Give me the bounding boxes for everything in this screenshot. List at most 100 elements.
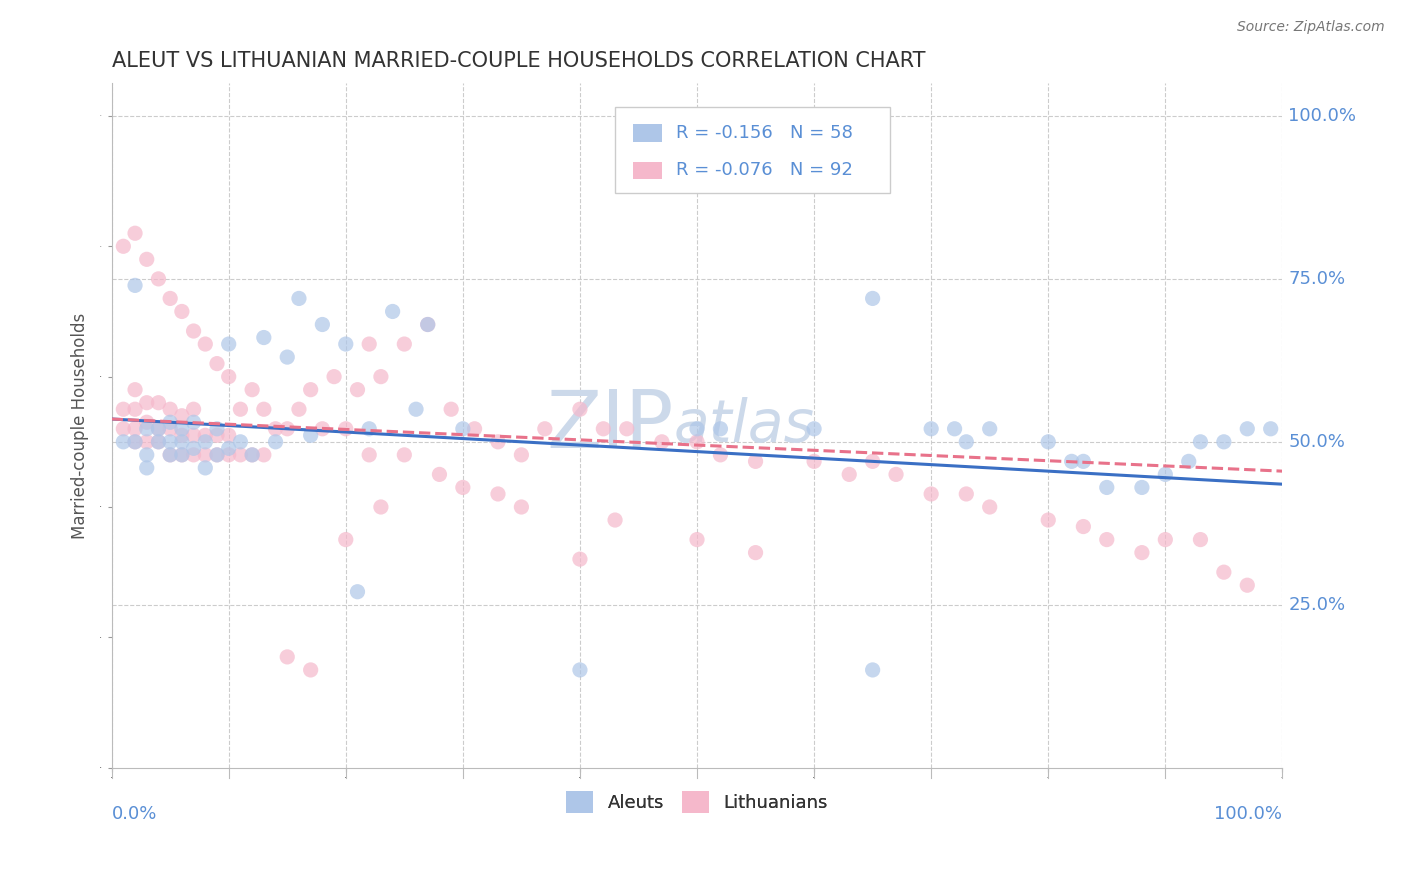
Point — [416, 318, 439, 332]
FancyBboxPatch shape — [633, 162, 662, 179]
Point — [381, 304, 404, 318]
Point — [370, 369, 392, 384]
Point — [686, 533, 709, 547]
Point — [159, 292, 181, 306]
Point — [183, 442, 205, 456]
Text: 100.0%: 100.0% — [1288, 107, 1357, 125]
Point — [240, 448, 263, 462]
Point — [124, 422, 146, 436]
Point — [229, 402, 252, 417]
Point — [359, 448, 381, 462]
Point — [240, 383, 263, 397]
Point — [651, 434, 673, 449]
Point — [884, 467, 907, 482]
Point — [979, 500, 1001, 514]
Point — [276, 649, 298, 664]
Point — [135, 422, 157, 436]
Point — [592, 422, 614, 436]
Point — [205, 428, 228, 442]
Point — [405, 402, 427, 417]
Point — [709, 448, 731, 462]
Point — [253, 402, 276, 417]
Point — [148, 422, 170, 436]
Point — [159, 415, 181, 429]
Point — [240, 448, 263, 462]
Point — [568, 663, 591, 677]
Point — [194, 448, 217, 462]
Point — [335, 337, 357, 351]
Point — [1236, 422, 1258, 436]
Point — [451, 422, 474, 436]
Point — [1236, 578, 1258, 592]
Point — [183, 448, 205, 462]
Text: atlas: atlas — [673, 397, 814, 454]
Point — [323, 369, 346, 384]
Point — [205, 422, 228, 436]
Point — [170, 304, 193, 318]
Point — [148, 434, 170, 449]
Point — [264, 434, 287, 449]
Y-axis label: Married-couple Households: Married-couple Households — [72, 312, 89, 539]
Point — [135, 434, 157, 449]
Point — [346, 383, 368, 397]
Point — [862, 454, 884, 468]
Point — [955, 434, 977, 449]
Point — [159, 422, 181, 436]
Point — [335, 533, 357, 547]
Text: 50.0%: 50.0% — [1288, 433, 1346, 450]
Point — [440, 402, 463, 417]
Point — [124, 434, 146, 449]
Text: 25.0%: 25.0% — [1288, 596, 1346, 614]
Point — [709, 422, 731, 436]
Point — [568, 552, 591, 566]
Point — [229, 448, 252, 462]
Point — [1154, 533, 1177, 547]
Point — [170, 448, 193, 462]
Point — [135, 461, 157, 475]
Point — [1038, 434, 1060, 449]
Point — [920, 422, 942, 436]
Point — [276, 422, 298, 436]
Point — [1212, 434, 1234, 449]
Point — [124, 226, 146, 240]
Point — [183, 428, 205, 442]
Point — [510, 500, 533, 514]
Point — [486, 434, 509, 449]
Text: 100.0%: 100.0% — [1215, 805, 1282, 823]
Point — [686, 434, 709, 449]
Point — [112, 402, 135, 417]
Point — [1073, 519, 1095, 533]
Point — [299, 383, 322, 397]
Point — [1189, 533, 1212, 547]
Point — [568, 402, 591, 417]
Point — [1154, 467, 1177, 482]
Point — [359, 337, 381, 351]
Text: ALEUT VS LITHUANIAN MARRIED-COUPLE HOUSEHOLDS CORRELATION CHART: ALEUT VS LITHUANIAN MARRIED-COUPLE HOUSE… — [111, 51, 925, 70]
Text: Source: ZipAtlas.com: Source: ZipAtlas.com — [1237, 20, 1385, 34]
Point — [183, 415, 205, 429]
Point — [194, 461, 217, 475]
Legend: Aleuts, Lithuanians: Aleuts, Lithuanians — [558, 784, 835, 821]
Point — [183, 324, 205, 338]
Point — [335, 422, 357, 436]
Text: R = -0.076   N = 92: R = -0.076 N = 92 — [676, 161, 853, 179]
Point — [288, 292, 311, 306]
Point — [862, 663, 884, 677]
Point — [205, 448, 228, 462]
Point — [744, 454, 766, 468]
Point — [218, 448, 240, 462]
Point — [124, 383, 146, 397]
Point — [1073, 454, 1095, 468]
Point — [170, 422, 193, 436]
Point — [1095, 480, 1118, 494]
Point — [394, 448, 416, 462]
Text: 0.0%: 0.0% — [111, 805, 157, 823]
Point — [359, 422, 381, 436]
Point — [1212, 565, 1234, 579]
Point — [451, 480, 474, 494]
Point — [205, 357, 228, 371]
Point — [205, 448, 228, 462]
Point — [170, 428, 193, 442]
Point — [533, 422, 555, 436]
Point — [1060, 454, 1083, 468]
